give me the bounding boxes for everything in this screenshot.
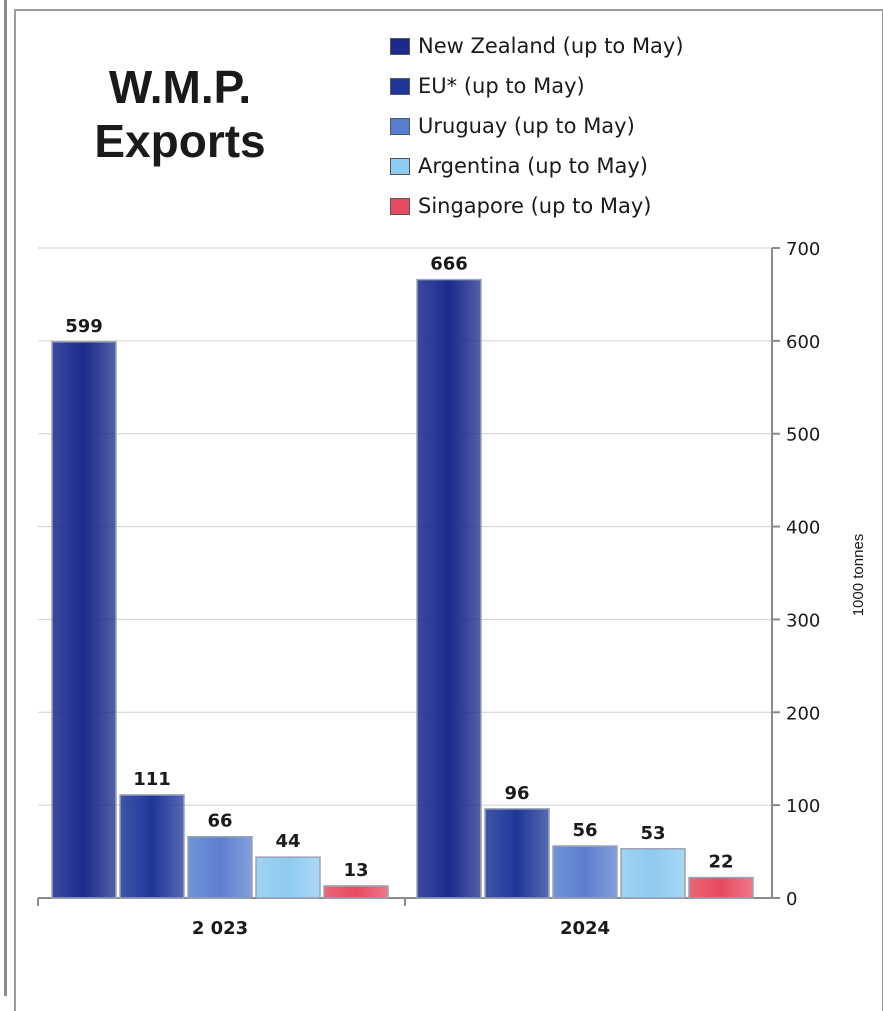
bar xyxy=(323,885,389,899)
y-tick-label: 200 xyxy=(786,703,820,724)
legend-item: Singapore (up to May) xyxy=(390,186,684,226)
legend-item: EU* (up to May) xyxy=(390,66,684,106)
data-label: 13 xyxy=(343,860,368,881)
legend-swatch xyxy=(390,157,410,175)
y-axis-label: 1000 tonnes xyxy=(850,534,867,617)
legend-label: EU* (up to May) xyxy=(418,74,585,98)
data-label: 666 xyxy=(430,254,468,275)
bar xyxy=(416,278,482,899)
legend: New Zealand (up to May) EU* (up to May) Ur… xyxy=(390,26,684,226)
data-label: 66 xyxy=(207,811,232,832)
bar xyxy=(255,856,321,899)
legend-item: Argentina (up to May) xyxy=(390,146,684,186)
data-label: 599 xyxy=(65,316,103,337)
left-border xyxy=(4,0,7,996)
x-tick-label: 2 023 xyxy=(192,918,248,939)
data-label: 44 xyxy=(275,831,300,852)
x-tick-label: 2024 xyxy=(560,918,610,939)
legend-swatch xyxy=(390,37,410,55)
bar xyxy=(552,845,618,899)
legend-swatch xyxy=(390,77,410,95)
chart-title: W.M.P. Exports xyxy=(94,61,266,167)
bar xyxy=(187,835,253,899)
y-tick-label: 500 xyxy=(786,425,820,446)
bar xyxy=(51,341,117,899)
legend-swatch xyxy=(390,197,410,215)
legend-label: New Zealand (up to May) xyxy=(418,34,684,58)
y-tick-label: 600 xyxy=(786,332,820,353)
legend-label: Argentina (up to May) xyxy=(418,154,648,178)
legend-item: Uruguay (up to May) xyxy=(390,106,684,146)
legend-label: Uruguay (up to May) xyxy=(418,114,635,138)
data-label: 56 xyxy=(572,820,597,841)
y-tick-label: 300 xyxy=(786,610,820,631)
legend-swatch xyxy=(390,117,410,135)
y-tick-label: 0 xyxy=(786,889,797,910)
y-tick-label: 700 xyxy=(786,239,820,260)
data-label: 53 xyxy=(640,823,665,844)
bar xyxy=(620,848,686,899)
y-tick-label: 100 xyxy=(786,796,820,817)
legend-label: Singapore (up to May) xyxy=(418,194,652,218)
bar xyxy=(688,876,754,899)
data-label: 96 xyxy=(504,783,529,804)
data-label: 22 xyxy=(708,852,733,873)
data-label: 111 xyxy=(133,769,171,790)
y-tick-label: 400 xyxy=(786,518,820,539)
bar xyxy=(119,794,185,899)
bar xyxy=(484,808,550,899)
legend-item: New Zealand (up to May) xyxy=(390,26,684,66)
